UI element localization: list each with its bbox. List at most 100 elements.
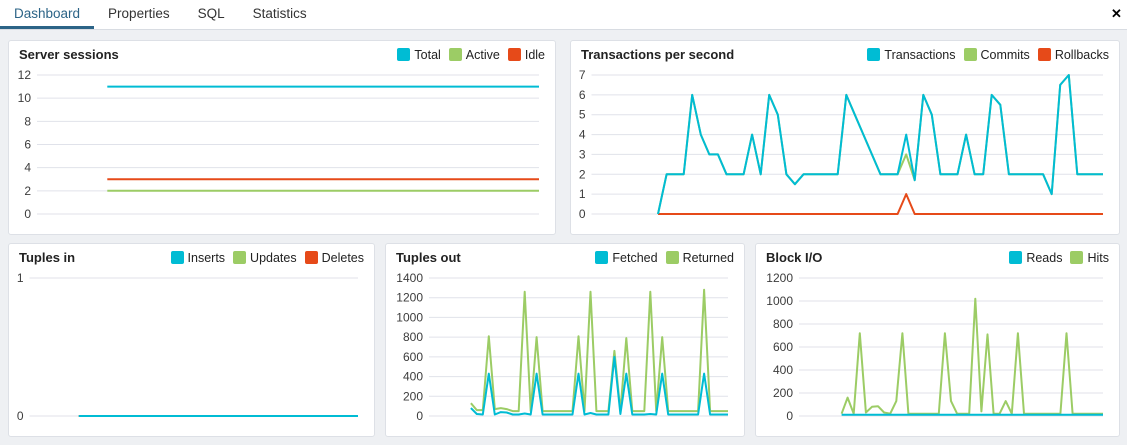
panel-header: Tuples out Fetched Returned	[386, 244, 744, 271]
legend-swatch-icon	[1070, 251, 1084, 264]
tuples-out-chart: 0 200 400 600 800 1000 1200 1400	[386, 271, 744, 436]
series-hits	[840, 297, 1103, 415]
legend-item-rollbacks: Rollbacks	[1037, 47, 1109, 62]
legend: Transactions Commits Rollbacks	[867, 48, 1109, 62]
transactions-per-second-chart: 0 1 2 3 4 5 6 7	[571, 68, 1119, 234]
svg-text:2: 2	[579, 167, 586, 181]
series-commits	[657, 74, 1103, 215]
panel-title: Transactions per second	[581, 47, 735, 62]
legend-swatch-icon	[233, 251, 247, 264]
svg-text:200: 200	[403, 389, 423, 403]
legend-label: Hits	[1087, 250, 1109, 265]
svg-text:1000: 1000	[396, 310, 423, 324]
legend-swatch-icon	[665, 251, 679, 264]
dashboard-row-1: Server sessions Total Active Idle 0 2 4 6 8 10 1…	[8, 40, 1120, 235]
svg-text:4: 4	[24, 161, 31, 175]
svg-text:12: 12	[18, 68, 32, 82]
svg-text:600: 600	[773, 340, 793, 354]
tab-properties[interactable]: Properties	[108, 5, 170, 21]
legend-label: Returned	[682, 250, 734, 265]
legend-swatch-icon	[448, 48, 462, 61]
svg-text:3: 3	[579, 147, 586, 161]
legend-swatch-icon	[595, 251, 609, 264]
legend-label: Total	[414, 47, 441, 62]
tab-dashboard[interactable]: Dashboard	[0, 0, 95, 29]
panel-header: Tuples in Inserts Updates Deletes	[9, 244, 374, 271]
legend-label: Inserts	[187, 250, 226, 265]
panel-title: Block I/O	[766, 250, 823, 265]
panel-block-io: Block I/O Reads Hits 0 200 400 600 800 1000 120…	[755, 243, 1120, 437]
svg-text:7: 7	[579, 68, 586, 82]
panel-title: Tuples out	[396, 250, 461, 265]
svg-text:400: 400	[403, 370, 423, 384]
svg-text:800: 800	[403, 330, 423, 344]
svg-text:1200: 1200	[396, 291, 423, 305]
legend-item-active: Active	[448, 47, 500, 62]
legend-item-fetched: Fetched	[595, 250, 658, 265]
series-transactions	[657, 74, 1103, 215]
svg-text:8: 8	[24, 114, 31, 128]
svg-text:10: 10	[18, 91, 32, 105]
legend-label: Rollbacks	[1054, 47, 1109, 62]
legend-swatch-icon	[867, 48, 881, 61]
tab-statistics[interactable]: Statistics	[252, 5, 307, 21]
svg-text:1400: 1400	[396, 271, 423, 285]
svg-text:800: 800	[773, 317, 793, 331]
legend-swatch-icon	[170, 251, 184, 264]
legend-label: Deletes	[321, 250, 364, 265]
panel-title: Server sessions	[19, 47, 119, 62]
legend-swatch-icon	[1037, 48, 1051, 61]
legend-label: Transactions	[884, 47, 956, 62]
legend-swatch-icon	[1009, 251, 1023, 264]
svg-text:6: 6	[579, 88, 586, 102]
svg-text:1: 1	[579, 187, 586, 201]
legend-swatch-icon	[963, 48, 977, 61]
series-rollbacks	[658, 193, 1103, 215]
legend-item-deletes: Deletes	[304, 250, 364, 265]
legend-item-reads: Reads	[1009, 251, 1062, 265]
server-sessions-chart: 0 2 4 6 8 10 12	[9, 68, 555, 234]
legend-label: Fetched	[612, 250, 658, 265]
panel-title: Tuples in	[19, 250, 76, 265]
svg-text:1000: 1000	[766, 294, 793, 308]
legend: Inserts Updates Deletes	[170, 250, 364, 265]
svg-text:200: 200	[773, 386, 793, 400]
tab-sql[interactable]: SQL	[197, 5, 225, 21]
legend-item-inserts: Inserts	[170, 250, 226, 265]
legend-item-idle: Idle	[507, 47, 545, 62]
tab-bar: Dashboard Properties SQL Statistics ✕	[0, 0, 1127, 30]
legend-swatch-icon	[304, 251, 318, 264]
svg-text:5: 5	[579, 108, 586, 122]
svg-text:0: 0	[579, 207, 586, 221]
legend-swatch-icon	[397, 48, 411, 61]
legend: Reads Hits	[1009, 251, 1109, 265]
series-fetched	[470, 355, 728, 416]
panel-header: Transactions per second Transactions Comm…	[571, 41, 1119, 68]
legend-item-updates: Updates	[233, 251, 297, 265]
svg-text:6: 6	[24, 138, 31, 152]
svg-text:2: 2	[24, 184, 31, 198]
legend-item-returned: Returned	[665, 250, 734, 265]
panel-server-sessions: Server sessions Total Active Idle 0 2 4 6 8 10 1…	[8, 40, 556, 235]
panel-header: Block I/O Reads Hits	[756, 244, 1119, 271]
svg-text:1200: 1200	[766, 271, 793, 285]
legend: Fetched Returned	[595, 251, 734, 265]
block-io-chart: 0 200 400 600 800 1000 1200	[756, 271, 1119, 436]
legend-swatch-icon	[507, 48, 521, 61]
panel-transactions-per-second: Transactions per second Transactions Comm…	[570, 40, 1120, 235]
legend-item-hits: Hits	[1070, 251, 1109, 265]
svg-text:4: 4	[579, 128, 586, 142]
legend-label: Active	[465, 47, 500, 62]
legend-label: Commits	[980, 47, 1030, 62]
close-icon[interactable]: ✕	[1111, 6, 1122, 21]
legend-label: Idle	[524, 47, 545, 62]
svg-text:0: 0	[17, 409, 24, 423]
panel-tuples-out: Tuples out Fetched Returned 0 200 400 600 800…	[385, 243, 745, 437]
legend: Total Active Idle	[397, 48, 545, 62]
legend-item-transactions: Transactions	[867, 47, 956, 62]
svg-text:1: 1	[17, 271, 24, 285]
svg-text:600: 600	[403, 350, 423, 364]
